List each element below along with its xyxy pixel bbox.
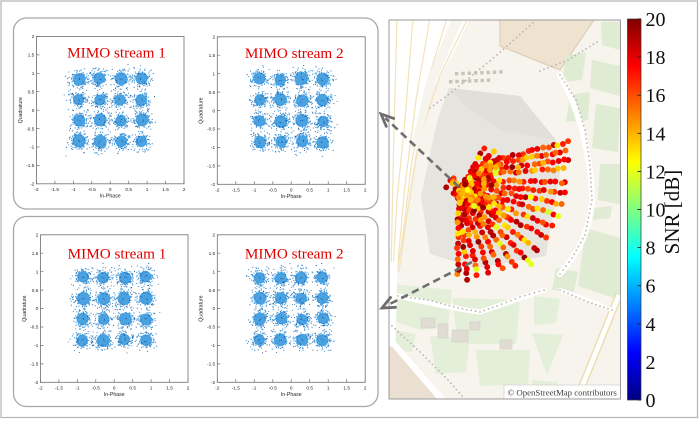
svg-text:1: 1	[212, 71, 215, 76]
svg-text:-1: -1	[211, 343, 216, 348]
svg-text:0: 0	[290, 188, 293, 193]
svg-text:0.5: 0.5	[125, 187, 132, 192]
svg-text:0: 0	[212, 306, 215, 311]
svg-text:-2: -2	[30, 182, 35, 187]
svg-text:0.5: 0.5	[129, 386, 136, 391]
svg-text:0: 0	[109, 187, 112, 192]
svg-text:-1.5: -1.5	[55, 386, 63, 391]
svg-text:© OpenStreetMap contributors: © OpenStreetMap contributors	[508, 387, 618, 397]
svg-text:1.5: 1.5	[32, 251, 39, 256]
svg-text:2: 2	[364, 188, 367, 193]
svg-text:-1.5: -1.5	[51, 187, 59, 192]
svg-text:MIMO stream 1: MIMO stream 1	[68, 245, 167, 262]
svg-text:1: 1	[32, 71, 35, 76]
svg-text:18: 18	[646, 47, 666, 69]
svg-text:-0.5: -0.5	[30, 325, 38, 330]
svg-text:-1: -1	[252, 386, 257, 391]
svg-text:1: 1	[146, 187, 149, 192]
svg-text:6: 6	[646, 276, 656, 298]
svg-text:1.5: 1.5	[209, 251, 216, 256]
svg-text:-0.5: -0.5	[269, 188, 277, 193]
svg-text:1: 1	[327, 188, 330, 193]
svg-text:0.5: 0.5	[28, 89, 35, 94]
svg-text:20: 20	[646, 9, 666, 31]
svg-text:2: 2	[646, 352, 656, 374]
svg-text:SNR [dB]: SNR [dB]	[660, 170, 684, 255]
svg-text:-2: -2	[38, 386, 43, 391]
svg-text:-1.5: -1.5	[232, 188, 240, 193]
svg-text:-2: -2	[211, 380, 216, 385]
svg-text:-0.5: -0.5	[88, 187, 96, 192]
svg-text:-0.5: -0.5	[92, 386, 100, 391]
svg-text:0: 0	[113, 386, 116, 391]
svg-text:In-Phase: In-Phase	[104, 392, 125, 398]
svg-text:Quadrature: Quadrature	[199, 97, 205, 123]
svg-text:-1.5: -1.5	[232, 386, 240, 391]
svg-text:1.5: 1.5	[28, 53, 35, 58]
svg-text:-2: -2	[215, 188, 220, 193]
svg-text:In-Phase: In-Phase	[281, 194, 302, 200]
svg-text:0: 0	[212, 108, 215, 113]
svg-text:In-Phase: In-Phase	[281, 392, 302, 398]
svg-text:1: 1	[327, 386, 330, 391]
svg-text:1.5: 1.5	[162, 187, 169, 192]
svg-text:10: 10	[646, 200, 666, 222]
svg-text:-1.5: -1.5	[207, 164, 215, 169]
svg-text:-2: -2	[211, 182, 216, 187]
svg-text:14: 14	[646, 123, 666, 145]
svg-text:-1: -1	[75, 386, 80, 391]
svg-text:-2: -2	[34, 187, 39, 192]
svg-text:Quadrature: Quadrature	[22, 295, 28, 321]
svg-text:MIMO stream 2: MIMO stream 2	[245, 245, 344, 262]
svg-text:1.5: 1.5	[343, 188, 350, 193]
svg-text:-1.5: -1.5	[30, 362, 38, 367]
svg-text:Quadrature: Quadrature	[199, 295, 205, 321]
svg-text:2: 2	[183, 187, 186, 192]
svg-text:In-Phase: In-Phase	[100, 194, 121, 200]
svg-text:2: 2	[32, 34, 35, 39]
svg-text:-1: -1	[211, 145, 216, 150]
svg-text:-0.5: -0.5	[207, 127, 215, 132]
svg-text:2: 2	[36, 233, 39, 238]
svg-text:0.5: 0.5	[209, 288, 216, 293]
svg-text:-1: -1	[252, 188, 257, 193]
svg-text:2: 2	[187, 386, 190, 391]
svg-text:2: 2	[364, 386, 367, 391]
svg-text:0: 0	[32, 108, 35, 113]
svg-text:1.5: 1.5	[343, 386, 350, 391]
svg-text:1: 1	[212, 269, 215, 274]
svg-text:0.5: 0.5	[306, 188, 313, 193]
svg-text:-1: -1	[30, 145, 35, 150]
svg-text:-1.5: -1.5	[26, 163, 34, 168]
svg-text:-0.5: -0.5	[26, 126, 34, 131]
svg-text:12: 12	[646, 161, 666, 183]
svg-text:-0.5: -0.5	[269, 386, 277, 391]
svg-text:0.5: 0.5	[306, 386, 313, 391]
svg-text:4: 4	[646, 314, 656, 336]
svg-text:1: 1	[150, 386, 153, 391]
svg-text:1.5: 1.5	[209, 53, 216, 58]
svg-text:0: 0	[36, 306, 39, 311]
svg-text:-0.5: -0.5	[207, 325, 215, 330]
svg-text:-2: -2	[215, 386, 220, 391]
svg-text:MIMO stream 1: MIMO stream 1	[67, 45, 166, 62]
svg-text:MIMO stream 2: MIMO stream 2	[245, 45, 344, 62]
svg-text:0.5: 0.5	[209, 90, 216, 95]
svg-text:2: 2	[212, 233, 215, 238]
svg-text:-1.5: -1.5	[207, 362, 215, 367]
svg-text:2: 2	[212, 35, 215, 40]
svg-text:-1: -1	[34, 343, 39, 348]
svg-text:0: 0	[290, 386, 293, 391]
svg-text:8: 8	[646, 238, 656, 260]
svg-text:-1: -1	[71, 187, 76, 192]
svg-text:1: 1	[36, 269, 39, 274]
svg-text:Quadrature: Quadrature	[18, 97, 24, 123]
svg-text:16: 16	[646, 85, 666, 107]
svg-text:1.5: 1.5	[166, 386, 173, 391]
svg-text:0: 0	[646, 390, 656, 412]
svg-text:0.5: 0.5	[32, 288, 39, 293]
svg-text:-2: -2	[34, 380, 39, 385]
